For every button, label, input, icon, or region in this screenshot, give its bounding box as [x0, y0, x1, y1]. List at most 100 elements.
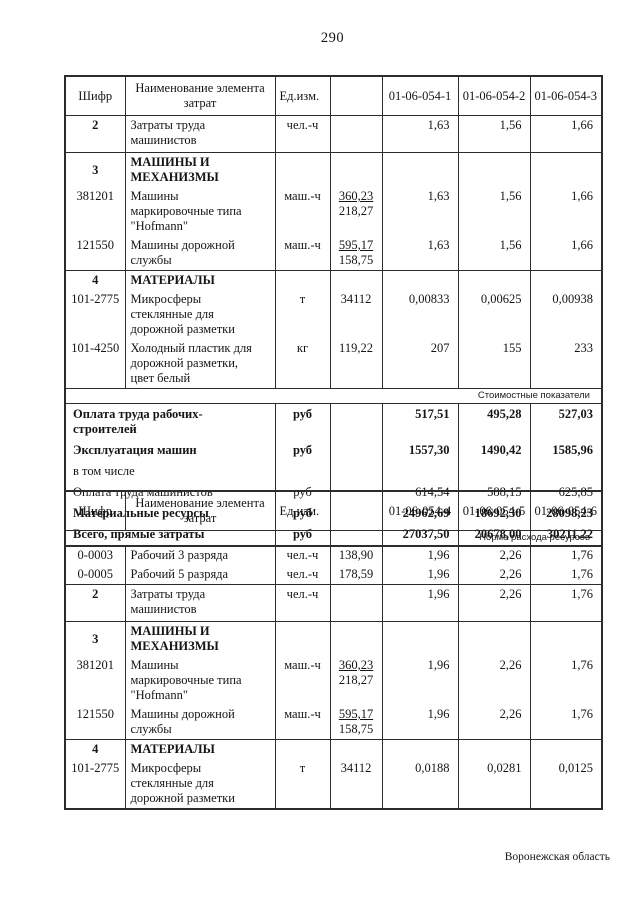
- cell-empty: [457, 739, 531, 759]
- cell-unit: маш.-ч: [274, 187, 331, 236]
- cell-empty: [329, 270, 383, 290]
- cell-section-title: МАШИНЫ И МЕХАНИЗМЫ: [124, 152, 276, 187]
- cell-empty: [274, 461, 331, 482]
- cell-code: 381201: [64, 187, 126, 236]
- header-norm-5: 01-06-054-5: [457, 491, 531, 531]
- cell-value: 0,00833: [381, 290, 459, 339]
- header-norm-3: 01-06-054-3: [529, 76, 603, 116]
- cell-empty: [529, 152, 603, 187]
- cell-unit: чел.-ч: [274, 115, 331, 153]
- row-machine-item: 121550 Машины дорожной службы маш.-ч 595…: [64, 705, 603, 740]
- cell-unit: маш.-ч: [274, 656, 331, 705]
- cell-value: 1,56: [457, 115, 531, 153]
- section-materials-title: 4 МАТЕРИАЛЫ: [64, 739, 603, 759]
- row-machine-item: 381201 Машины маркировочные типа "Hofman…: [64, 187, 603, 236]
- cell-value: 0,00938: [529, 290, 603, 339]
- cell-unit: чел.-ч: [274, 584, 331, 622]
- cell-name: Рабочий 3 разряда: [124, 545, 276, 565]
- norm-table-054-4-6: Шифр Наименование элемента затрат Ед.изм…: [64, 490, 603, 810]
- cell-value: 1,76: [529, 584, 603, 622]
- cell-empty: [381, 461, 459, 482]
- table-header-row: Шифр Наименование элемента затрат Ед.изм…: [64, 76, 603, 116]
- cell-value: 1,76: [529, 545, 603, 565]
- total-label: Эксплуатация машин: [64, 440, 276, 461]
- cell-rate-fraction: 360,23 218,27: [329, 187, 383, 236]
- cell-unit: руб: [274, 403, 331, 440]
- cell-name: Микросферы стеклянные для дорожной разме…: [124, 290, 276, 339]
- header-unit: Ед.изм.: [274, 491, 331, 531]
- cell-empty: [274, 152, 331, 187]
- cell-value: 1,56: [457, 236, 531, 271]
- norm-banner: Норма расхода ресурсов: [64, 530, 603, 546]
- section-machines-title: 3 МАШИНЫ И МЕХАНИЗМЫ: [64, 152, 603, 187]
- cell-value: 1,63: [381, 187, 459, 236]
- cell-empty: [529, 461, 603, 482]
- region-footer: Воронежская область: [504, 851, 610, 863]
- rate-denominator: 158,75: [338, 253, 374, 267]
- cell-value: 1,56: [457, 187, 531, 236]
- cell-rate-empty: [329, 584, 383, 622]
- cell-rate: 119,22: [329, 339, 383, 389]
- cell-empty: [329, 621, 383, 656]
- cell-unit: маш.-ч: [274, 236, 331, 271]
- cell-empty: [457, 152, 531, 187]
- cell-empty: [381, 621, 459, 656]
- cell-value: 1490,42: [457, 440, 531, 461]
- cell-code: 2: [64, 584, 126, 622]
- totals-row: Эксплуатация машин руб 1557,30 1490,42 1…: [64, 440, 603, 461]
- cell-empty: [381, 270, 459, 290]
- cell-code: 121550: [64, 236, 126, 271]
- row-worker: 0-0003 Рабочий 3 разряда чел.-ч 138,90 1…: [64, 545, 603, 565]
- cell-value: 1,63: [381, 236, 459, 271]
- total-label: Оплата труда рабочих-строителей: [64, 403, 276, 440]
- header-norm-1: 01-06-054-1: [381, 76, 459, 116]
- total-label: в том числе: [64, 461, 276, 482]
- cell-value: 0,0188: [381, 759, 459, 809]
- cell-value: 1,66: [529, 236, 603, 271]
- cell-empty: [329, 152, 383, 187]
- cell-code: 121550: [64, 705, 126, 740]
- cell-value: 207: [381, 339, 459, 389]
- cell-name: Затраты труда машинистов: [124, 584, 276, 622]
- rate-numerator: 595,17: [338, 238, 374, 252]
- header-rate: [329, 76, 383, 116]
- cell-value: 2,26: [457, 545, 531, 565]
- cell-code: 101-2775: [64, 290, 126, 339]
- row-labor-machinists: 2 Затраты труда машинистов чел.-ч 1,63 1…: [64, 115, 603, 153]
- row-machine-item: 381201 Машины маркировочные типа "Hofman…: [64, 656, 603, 705]
- header-rate: [329, 491, 383, 531]
- rate-numerator: 360,23: [338, 658, 374, 672]
- cell-empty: [329, 739, 383, 759]
- cell-value: 2,26: [457, 656, 531, 705]
- row-machine-item: 121550 Машины дорожной службы маш.-ч 595…: [64, 236, 603, 271]
- header-norm-2: 01-06-054-2: [457, 76, 531, 116]
- header-code: Шифр: [64, 76, 126, 116]
- header-name: Наименование элемента затрат: [124, 76, 276, 116]
- cell-value: 2,26: [457, 584, 531, 622]
- cell-rate: 34112: [329, 290, 383, 339]
- header-norm-4: 01-06-054-4: [381, 491, 459, 531]
- cell-value: 1,96: [381, 705, 459, 740]
- section-machines-title: 3 МАШИНЫ И МЕХАНИЗМЫ: [64, 621, 603, 656]
- cell-rate-fraction: 595,17 158,75: [329, 236, 383, 271]
- cell-section-code: 3: [64, 152, 126, 187]
- cell-empty: [381, 152, 459, 187]
- cell-name: Машины маркировочные типа "Hofmann": [124, 187, 276, 236]
- cell-value: 1,96: [381, 584, 459, 622]
- rate-denominator: 218,27: [338, 204, 374, 218]
- cell-empty: [274, 739, 331, 759]
- cell-name: Затраты труда машинистов: [124, 115, 276, 153]
- row-labor-machinists: 2 Затраты труда машинистов чел.-ч 1,96 2…: [64, 584, 603, 622]
- cell-section-code: 3: [64, 621, 126, 656]
- cell-empty: [457, 461, 531, 482]
- cell-value: 1,63: [381, 115, 459, 153]
- banner-label: Норма расхода ресурсов: [64, 530, 603, 546]
- cell-name: Холодный пластик для дорожной разметки, …: [124, 339, 276, 389]
- cell-value: 527,03: [529, 403, 603, 440]
- page-number: 290: [320, 30, 345, 46]
- row-worker: 0-0005 Рабочий 5 разряда чел.-ч 178,59 1…: [64, 565, 603, 585]
- cell-section-code: 4: [64, 270, 126, 290]
- cell-value: 1,96: [381, 656, 459, 705]
- rate-numerator: 360,23: [338, 189, 374, 203]
